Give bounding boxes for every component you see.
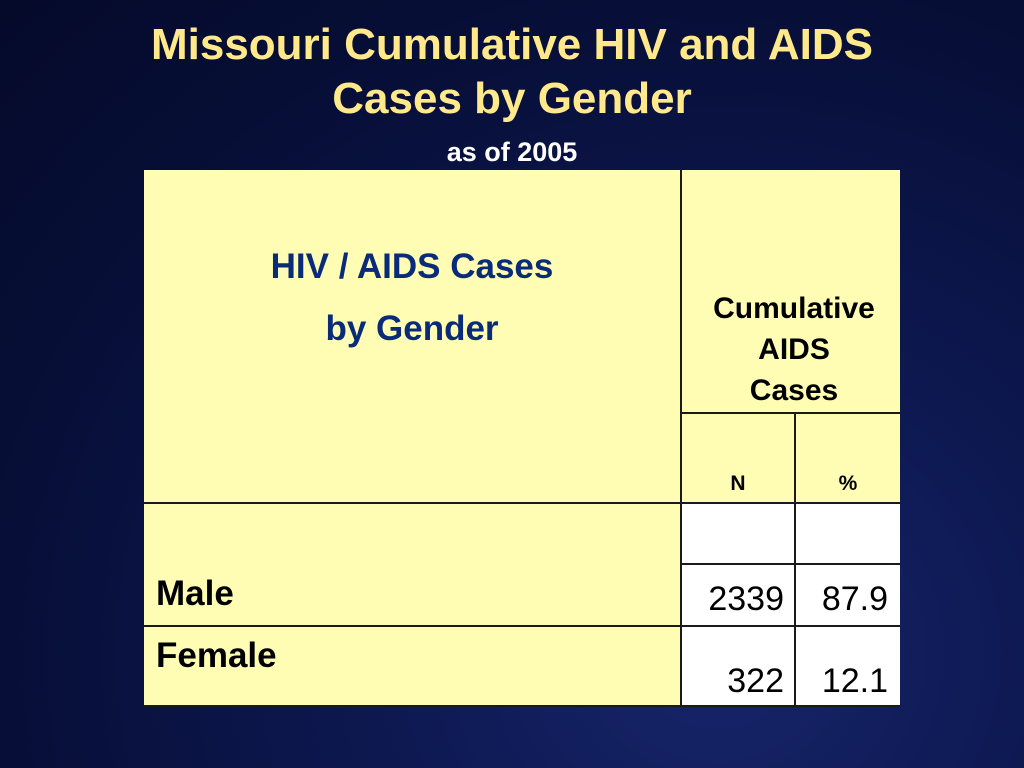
row-label-female: Female (156, 636, 277, 675)
table-header-label-line2: by Gender (325, 309, 499, 348)
cumulative-aids-header-line2: AIDS (758, 333, 830, 366)
row-label-male: Male (156, 574, 234, 613)
value-area (681, 503, 900, 707)
slide-subtitle: as of 2005 (446, 137, 578, 167)
table-bottom-border (144, 705, 900, 707)
header-bottom-divider (144, 502, 900, 504)
cases-table: HIV / AIDS Cases by Gender Cumulative AI… (144, 170, 900, 707)
slide-title-line2: Cases by Gender (332, 74, 692, 123)
cumulative-aids-header-line3: Cases (749, 374, 839, 407)
column-header-pct: % (838, 472, 858, 495)
female-pct-value: 12.1 (821, 662, 888, 700)
row-divider (144, 625, 900, 627)
female-n-value: 322 (727, 662, 784, 700)
cumulative-aids-header-line1: Cumulative (713, 292, 875, 325)
table-header-label: HIV / AIDS Cases by Gender (144, 236, 680, 360)
value-row-divider (681, 563, 900, 565)
cumulative-aids-header: Cumulative AIDS Cases (681, 288, 907, 411)
table-header-area (144, 170, 900, 503)
n-pct-divider (794, 413, 796, 707)
vertical-divider (680, 170, 682, 707)
male-pct-value: 87.9 (821, 580, 888, 618)
group-header-divider (681, 412, 900, 414)
row-label-column (144, 503, 681, 707)
table-header-label-line1: HIV / AIDS Cases (270, 247, 554, 286)
slide-title: Missouri Cumulative HIV and AIDS Cases b… (0, 18, 1024, 126)
slide-title-line1: Missouri Cumulative HIV and AIDS (150, 20, 874, 69)
column-header-n: N (730, 472, 746, 495)
male-n-value: 2339 (708, 580, 784, 618)
